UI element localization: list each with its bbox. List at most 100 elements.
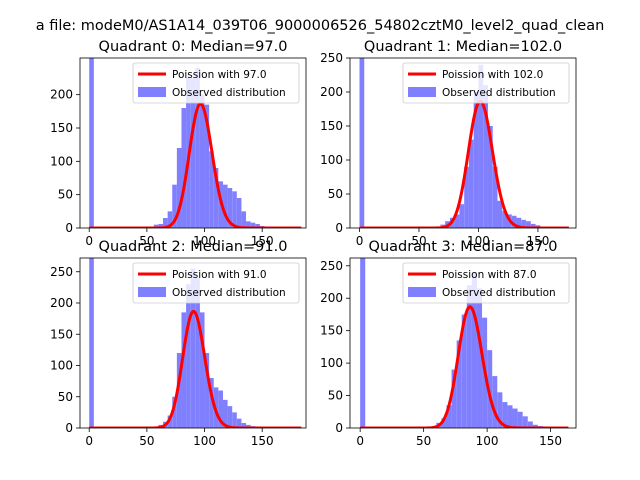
y-tick-label: 250	[320, 259, 343, 273]
axes-frame	[79, 57, 307, 229]
legend-label-poisson: Poission with 102.0	[442, 69, 543, 81]
x-tick-label: 150	[526, 234, 549, 248]
x-tick-label: 150	[539, 434, 562, 448]
histogram-bar	[213, 168, 219, 228]
y-tick-label: 200	[50, 296, 73, 310]
quadrant-2-panel: 0 50 100 150 0 50 100 150 200 250 Quadrant 2: Medi…	[50, 239, 307, 448]
x-tick-label: 150	[251, 234, 274, 248]
histogram-bar	[497, 392, 503, 428]
histogram-bar	[236, 198, 242, 228]
x-tick-label: 0	[356, 234, 364, 248]
histogram-bar	[167, 415, 173, 428]
legend-label-observed: Observed distribution	[172, 87, 286, 99]
histogram-bar	[176, 148, 182, 228]
histogram-bar	[497, 200, 503, 228]
histogram-bar	[195, 278, 200, 428]
histogram-bar	[195, 68, 200, 228]
histogram-bar	[492, 166, 498, 228]
histogram-bar	[466, 285, 472, 428]
histogram-bar	[502, 211, 508, 228]
histogram-bar	[359, 58, 365, 228]
histogram-bar	[153, 224, 159, 228]
x-tick-label: 0	[85, 434, 93, 448]
histogram-bar	[516, 217, 522, 228]
y-tick-label: 100	[50, 359, 73, 373]
y-tick-label: 0	[65, 221, 73, 235]
legend-label-poisson: Poission with 87.0	[442, 269, 537, 281]
histogram-bar	[199, 94, 205, 228]
histogram-bar	[158, 224, 164, 228]
histogram-bar	[89, 58, 94, 228]
y-tick-label: 0	[335, 421, 343, 435]
y-tick-label: 150	[320, 119, 343, 133]
histogram-bar	[176, 353, 182, 428]
legend-label-poisson: Poission with 97.0	[172, 69, 267, 81]
histogram-bar	[190, 268, 196, 428]
histogram-bar	[459, 204, 465, 228]
histogram-bar	[172, 184, 177, 228]
y-tick-label: 50	[58, 188, 73, 202]
histogram-bar	[232, 191, 237, 228]
legend-patch-swatch	[408, 87, 436, 97]
histogram-bar	[492, 376, 498, 428]
legend-label-observed: Observed distribution	[442, 287, 556, 299]
histogram-bar	[530, 223, 536, 228]
subplot-grid: 0 50 100 150 0 50 100 150 200 Quadrant 0: Median=…	[50, 39, 577, 448]
histogram-bar	[473, 92, 479, 228]
histogram-bar	[163, 218, 168, 228]
histogram-bar	[454, 214, 460, 228]
x-tick-label: 0	[356, 434, 364, 448]
x-tick-label: 100	[467, 234, 490, 248]
histogram-bar	[478, 64, 484, 228]
histogram-bar	[232, 412, 237, 428]
x-tick-label: 50	[411, 234, 426, 248]
axes-frame	[349, 257, 577, 429]
y-tick-label: 100	[320, 153, 343, 167]
histogram-bar	[468, 139, 474, 228]
legend-patch-swatch	[138, 87, 166, 97]
histogram-bar	[526, 221, 531, 228]
histogram-bar	[181, 108, 187, 228]
histogram-bar	[521, 219, 527, 228]
x-tick-label: 50	[416, 434, 431, 448]
histogram-bar	[507, 405, 513, 428]
x-tick-label: 50	[139, 434, 154, 448]
histogram-bar	[471, 272, 477, 428]
histogram-bar	[511, 215, 517, 228]
y-tick-label: 50	[328, 187, 343, 201]
histogram-bar	[512, 408, 518, 428]
legend-patch-swatch	[408, 287, 436, 297]
histogram-bar	[199, 312, 205, 428]
quadrant-3-plot-area	[359, 258, 569, 428]
histogram-bar	[476, 288, 483, 428]
histogram-bar	[456, 340, 462, 428]
poisson-curve	[359, 305, 569, 428]
histogram-bar	[241, 211, 247, 228]
subplot-title: Quadrant 0: Median=97.0	[99, 39, 288, 55]
y-tick-label: 200	[320, 291, 343, 305]
legend-patch-swatch	[138, 287, 166, 297]
y-tick-label: 0	[335, 221, 343, 235]
histogram-bar	[451, 369, 457, 428]
x-tick-label: 0	[85, 234, 93, 248]
quadrant-3-panel: 0 50 100 150 0 50 100 150 200 250 Quadrant 3: Medi…	[320, 239, 577, 448]
histogram-bar	[222, 184, 228, 228]
x-tick-label: 50	[139, 234, 154, 248]
legend-box	[132, 62, 300, 104]
histogram-bar	[502, 402, 508, 428]
histogram-bar	[227, 406, 233, 428]
quadrant-1-panel: 0 50 100 150 0 50 100 150 200 250 Quadrant 1: Medi…	[320, 39, 577, 248]
axes-frame	[349, 57, 577, 229]
legend-label-observed: Observed distribution	[442, 87, 556, 99]
subplot-title: Quadrant 2: Median=91.0	[99, 239, 288, 255]
y-tick-label: 150	[50, 121, 73, 135]
subplot-title: Quadrant 3: Median=87.0	[369, 239, 558, 255]
histogram-bar	[172, 396, 177, 428]
legend-box	[402, 262, 570, 304]
histogram-bar	[190, 78, 196, 228]
histogram-bar	[255, 224, 260, 228]
subplot-title: Quadrant 1: Median=102.0	[364, 39, 562, 55]
y-tick-label: 150	[50, 327, 73, 341]
y-tick-label: 100	[320, 356, 343, 370]
